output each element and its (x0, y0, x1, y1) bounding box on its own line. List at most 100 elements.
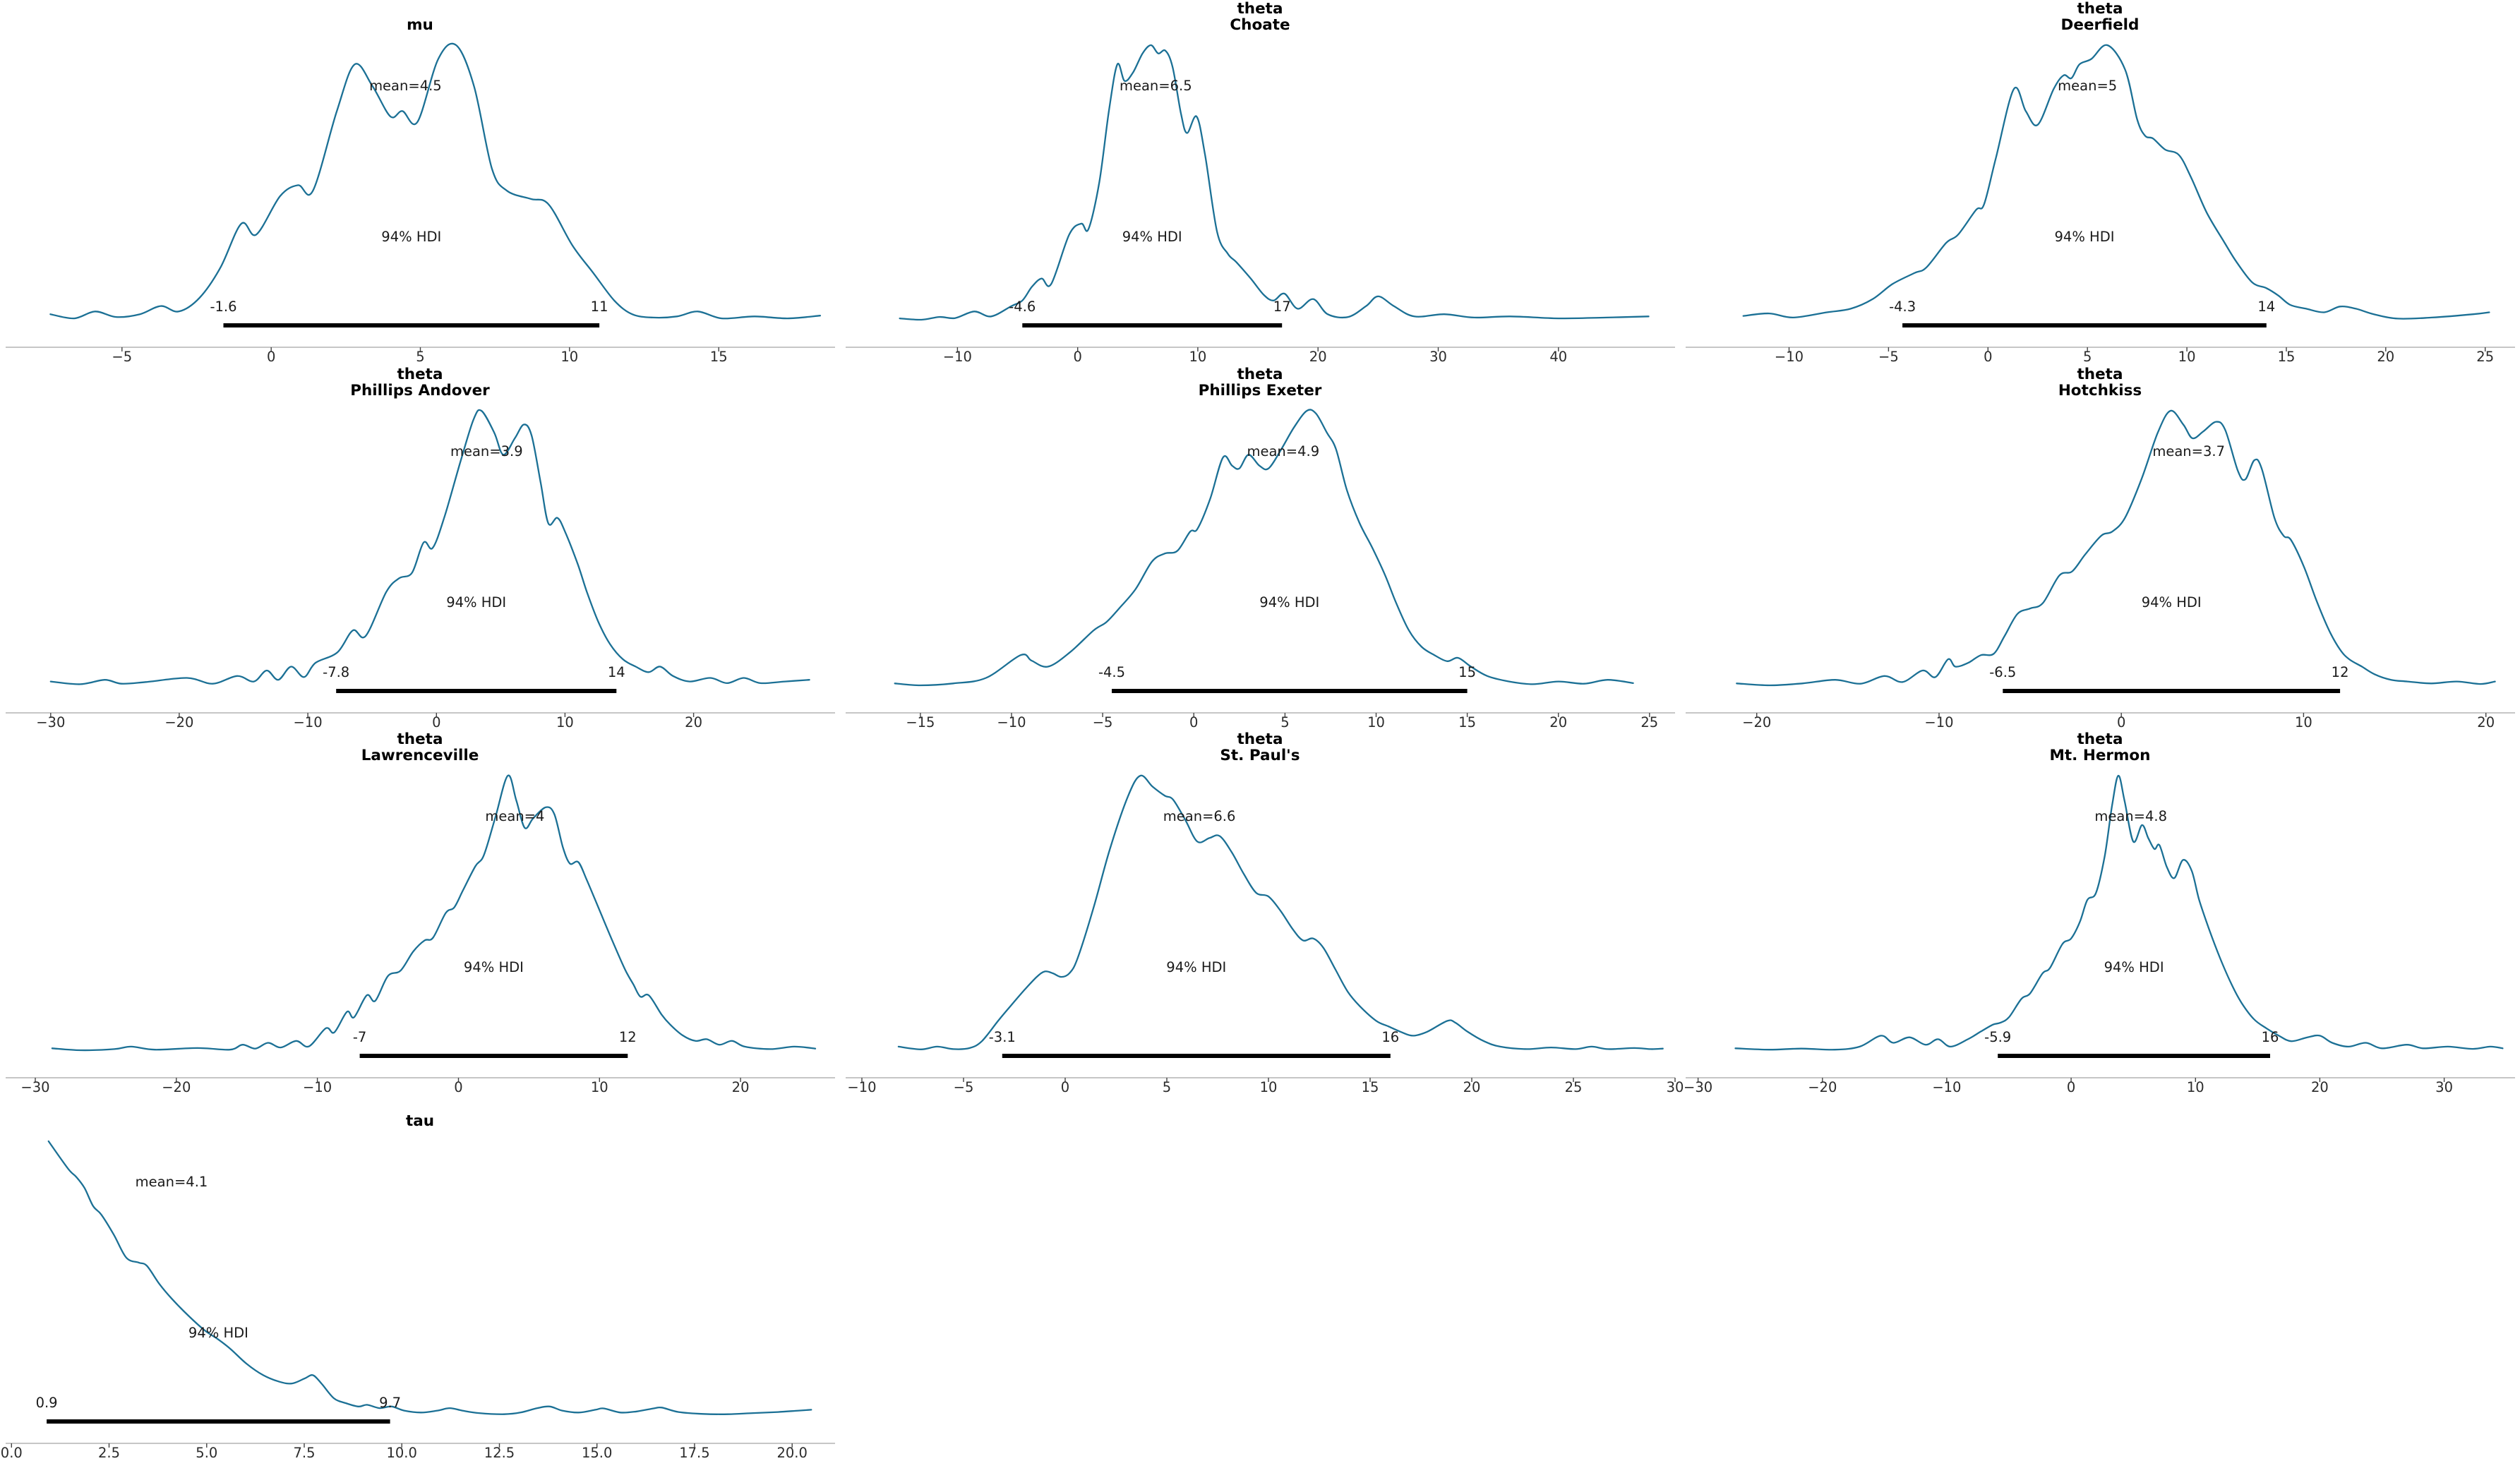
hdi-interval-label: 94% HDI (1122, 229, 1182, 245)
hdi-upper-label: 9.7 (379, 1395, 401, 1411)
x-axis-tick-label: 0 (1073, 349, 1081, 365)
hdi-upper-label: 16 (1381, 1029, 1399, 1045)
hdi-interval-label: 94% HDI (2142, 594, 2202, 611)
subplot-title-line: Mt. Hermon (2049, 747, 2151, 764)
x-axis-tick-label: −5 (112, 349, 132, 365)
mean-label: mean=4.5 (369, 78, 442, 94)
subplot-title-line: theta (1237, 366, 1283, 383)
x-axis-tick-label: 20 (2477, 714, 2495, 730)
subplot-title-line: tau (405, 1112, 435, 1130)
subplot-title: theta Mt. Hermon (1680, 730, 2520, 764)
x-axis-tick-label: 10 (556, 714, 574, 730)
x-axis-tick-label: 10 (2187, 1079, 2204, 1095)
posterior-subplot: tau 0.0 2.5 5.0 7.5 10.0 12.5 15.0 17.5 20.0 0.9 9… (0, 1096, 840, 1461)
kde-plot: −15 −10 −5 0 5 10 15 20 25 -4.5 15 94% HDI mean=4.9 (846, 409, 1675, 730)
mean-label: mean=3.7 (2152, 443, 2225, 459)
x-axis-tick-label: −20 (1808, 1079, 1837, 1095)
x-axis-tick-label: −20 (164, 714, 193, 730)
hdi-lower-label: -7.8 (323, 664, 349, 680)
hdi-lower-label: -3.1 (989, 1029, 1016, 1045)
subplot-title-line: theta (2077, 730, 2123, 748)
subplot-title: theta Lawrenceville (0, 730, 840, 764)
hdi-upper-label: 14 (2257, 299, 2275, 315)
x-axis-tick-label: −10 (1932, 1079, 1961, 1095)
hdi-upper-label: 16 (2262, 1029, 2279, 1045)
x-axis-tick-label: 20 (1463, 1079, 1481, 1095)
kde-curve (894, 409, 1634, 687)
x-axis-tick-label: 0 (2117, 714, 2125, 730)
subplot-title-line: theta (397, 366, 443, 383)
mean-label: mean=3.9 (450, 443, 523, 459)
x-axis-tick-label: 5.0 (196, 1445, 217, 1461)
hdi-lower-label: -4.5 (1098, 664, 1125, 680)
x-axis-tick-label: 7.5 (293, 1445, 315, 1461)
hdi-interval-label: 94% HDI (188, 1325, 248, 1341)
hdi-upper-label: 15 (1458, 664, 1476, 680)
kde-curve (49, 409, 810, 685)
x-axis-tick-label: 0 (2067, 1079, 2075, 1095)
kde-plot: −20 −10 0 10 20 -6.5 12 94% HDI mean=3.7 (1686, 409, 2515, 730)
mean-label: mean=4.1 (136, 1174, 208, 1190)
x-axis-tick-label: 15 (710, 349, 728, 365)
mean-label: mean=5 (2058, 78, 2117, 94)
posterior-subplot: theta Mt. Hermon −30 −20 −10 0 10 20 30 -5.9 16 94… (1680, 730, 2520, 1095)
x-axis-tick-label: 5 (1280, 714, 1289, 730)
kde-curve (899, 44, 1650, 321)
subplot-title-line: theta (2077, 366, 2123, 383)
x-axis-tick-label: 20.0 (776, 1445, 807, 1461)
x-axis-tick-label: 0.0 (1, 1445, 23, 1461)
subplot-title-line: theta (2077, 0, 2123, 18)
posterior-subplot: theta Choate −10 0 10 20 30 40 -4.6 17 94% HDI mea… (840, 0, 1680, 365)
x-axis-tick-label: −15 (906, 714, 935, 730)
kde-plot: −5 0 5 10 15 -1.6 11 94% HDI mean=4.5 (6, 42, 835, 365)
x-axis-tick-label: −10 (294, 714, 323, 730)
x-axis-tick-label: 0 (267, 349, 275, 365)
hdi-upper-label: 14 (608, 664, 625, 680)
x-axis-tick-label: 25 (2476, 349, 2494, 365)
x-axis-tick-label: 10 (2178, 349, 2196, 365)
x-axis-tick-label: 0 (454, 1079, 462, 1095)
x-axis-tick-label: −10 (1924, 714, 1953, 730)
x-axis-tick-label: −30 (36, 714, 65, 730)
hdi-upper-label: 12 (2332, 664, 2349, 680)
kde-plot: −10 −5 0 5 10 15 20 25 30 -3.1 16 94% HDI mean=6.6 (846, 774, 1684, 1095)
kde-plot: −10 0 10 20 30 40 -4.6 17 94% HDI mean=6.5 (846, 44, 1675, 365)
subplot-title: theta Phillips Andover (0, 366, 840, 399)
x-axis-tick-label: −10 (847, 1079, 876, 1095)
x-axis-tick-label: −10 (943, 349, 972, 365)
x-axis-tick-label: −30 (1684, 1079, 1712, 1095)
kde-plot: −10 −5 0 5 10 15 20 25 -4.3 14 94% HDI mean=5 (1686, 44, 2515, 365)
x-axis-tick-label: 10.0 (386, 1445, 416, 1461)
x-axis-tick-label: 0 (1984, 349, 1992, 365)
x-axis-tick-label: 0 (1061, 1079, 1069, 1095)
x-axis-tick-label: 15 (2278, 349, 2296, 365)
mean-label: mean=6.6 (1163, 808, 1236, 824)
kde-plot: −30 −20 −10 0 10 20 -7.8 14 94% HDI mean=3.9 (6, 409, 835, 730)
x-axis-tick-label: 12.5 (484, 1445, 515, 1461)
posterior-subplot: mu −5 0 5 10 15 -1.6 11 94% HDI mean=4.5 (0, 0, 840, 365)
subplot-title-line: Choate (1230, 16, 1290, 34)
x-axis-tick-label: 10 (2295, 714, 2312, 730)
hdi-lower-label: -4.3 (1889, 299, 1916, 315)
hdi-upper-label: 12 (619, 1029, 637, 1045)
posterior-subplot: theta Hotchkiss −20 −10 0 10 20 -6.5 12 94% HDI m… (1680, 366, 2520, 730)
hdi-interval-label: 94% HDI (2104, 959, 2164, 975)
x-axis-tick-label: 20 (2377, 349, 2394, 365)
x-axis-tick-label: −5 (1093, 714, 1113, 730)
hdi-lower-label: -6.5 (1989, 664, 2016, 680)
subplot-title: theta Deerfield (1680, 0, 2520, 33)
x-axis-tick-label: −20 (162, 1079, 191, 1095)
subplot-title-line: Phillips Exeter (1198, 382, 1322, 399)
mean-label: mean=4.9 (1247, 443, 1319, 459)
subplot-title-line: Phillips Andover (350, 382, 490, 399)
x-axis-tick-label: 15 (1362, 1079, 1379, 1095)
kde-curve (897, 774, 1664, 1050)
x-axis-tick-label: 15 (1458, 714, 1476, 730)
x-axis-tick-label: 2.5 (98, 1445, 120, 1461)
x-axis-tick-label: −5 (954, 1079, 974, 1095)
x-axis-tick-label: 5 (416, 349, 424, 365)
subplot-title: theta Phillips Exeter (840, 366, 1680, 399)
subplot-title: mu (0, 0, 840, 33)
mean-label: mean=4.8 (2094, 808, 2167, 824)
